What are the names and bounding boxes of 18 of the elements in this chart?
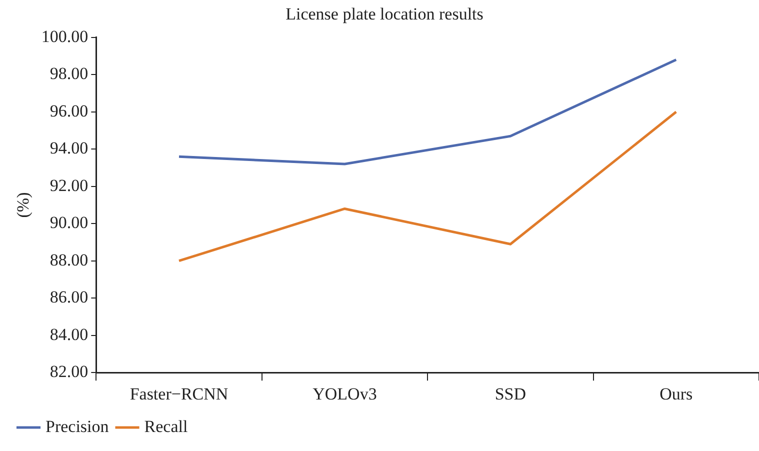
y-tick-label: 84.00 [50, 324, 88, 344]
chart-title: License plate location results [286, 4, 484, 24]
legend-label: Recall [144, 416, 188, 436]
x-tick-label: Ours [660, 384, 693, 404]
y-axis-title: (%) [14, 192, 33, 218]
y-tick-label: 90.00 [50, 213, 88, 232]
y-tick-label: 88.00 [50, 250, 88, 270]
x-tick-label: YOLOv3 [312, 384, 377, 404]
y-tick-label: 82.00 [50, 362, 88, 382]
legend-label: Precision [46, 416, 110, 436]
y-tick-label: 94.00 [50, 138, 88, 158]
y-tick-label: 86.00 [50, 288, 88, 307]
y-tick-label: 92.00 [50, 176, 88, 195]
x-tick-label: SSD [494, 384, 526, 404]
y-tick-label: 96.00 [50, 101, 88, 120]
y-tick-label: 98.00 [50, 64, 88, 84]
y-tick-label: 100.00 [41, 26, 88, 46]
x-tick-label: Faster−RCNN [130, 384, 228, 404]
